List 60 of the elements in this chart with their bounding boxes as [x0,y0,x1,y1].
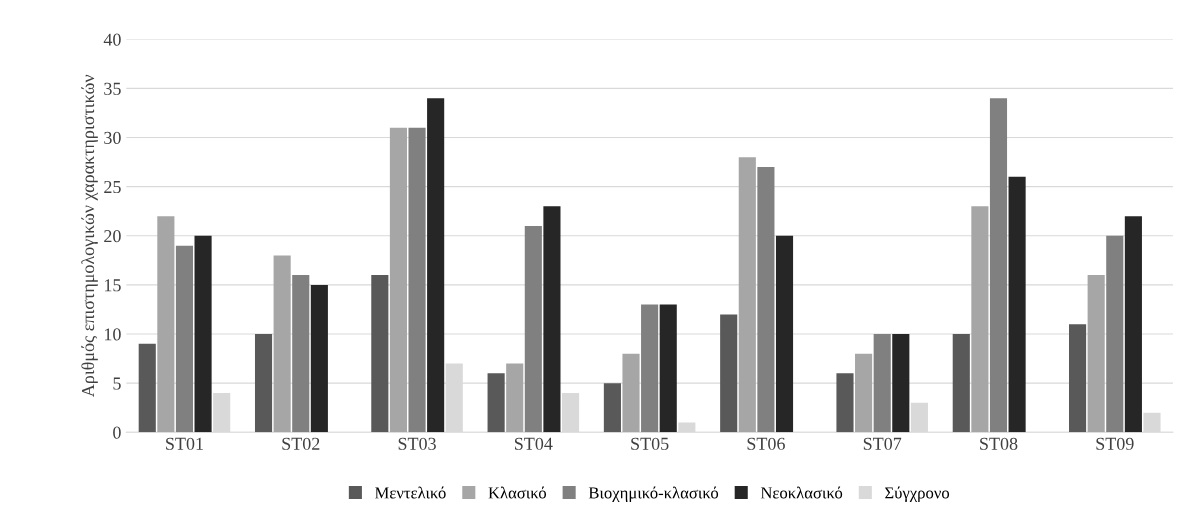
bar [720,314,738,433]
x-tick-label: ST04 [514,437,553,450]
bar [855,353,873,433]
y-tick-label: 15 [104,279,121,292]
bar [603,383,621,433]
bar [622,353,640,433]
bar [175,245,194,433]
bar [310,284,328,433]
bar [1106,235,1124,433]
x-tick-label: ST03 [398,437,436,450]
y-tick-label: 5 [113,377,121,390]
y-tick-label: 25 [104,180,121,194]
legend-label: Σύγχρονο [885,486,950,502]
legend-label: Νεοκλασικό [760,486,843,499]
legend-label: Μεντελικό [375,486,446,499]
bar [524,225,542,433]
bar [506,363,524,433]
y-tick-label: 20 [104,230,121,243]
y-tick-label: 10 [104,328,121,341]
y-tick-label: 0 [113,426,121,439]
legend-label: Κλασικό [488,486,547,499]
bar [757,167,775,433]
bar [408,127,426,433]
bar [873,334,891,433]
bar [273,255,291,433]
bar [292,275,310,433]
y-tick-label: 35 [104,82,121,95]
y-axis-title: Αριθμός επιστημολογικών χαρακτηριστικών [81,74,98,398]
bar [543,206,561,433]
y-tick-label: 30 [104,131,121,144]
bar [952,334,970,433]
bar [487,373,505,433]
x-tick-label: ST08 [980,437,1018,450]
bar [1069,324,1087,433]
bar [641,304,659,433]
bar [1087,275,1105,433]
x-tick-label: ST09 [1096,437,1134,450]
bar [427,98,445,433]
bar [775,235,794,433]
x-tick-label: ST01 [166,437,203,450]
x-tick-label: ST06 [747,437,785,450]
bar [1124,216,1142,433]
x-tick-label: ST07 [863,437,902,450]
bar [659,304,677,433]
bar [371,275,389,433]
y-tick-label: 40 [103,33,121,46]
bar [738,157,756,433]
legend-label: Βιοχημικό-κλασικό [588,486,719,502]
x-tick-label: ST02 [282,437,320,450]
bar [1008,176,1026,433]
bar [836,373,854,433]
bar [989,98,1008,433]
bar [138,343,156,433]
bar [389,127,407,433]
bar [157,216,175,433]
x-tick-label: ST05 [631,437,669,450]
bar [892,334,910,433]
bar [194,235,212,433]
bar [254,334,273,433]
bar [971,206,989,433]
